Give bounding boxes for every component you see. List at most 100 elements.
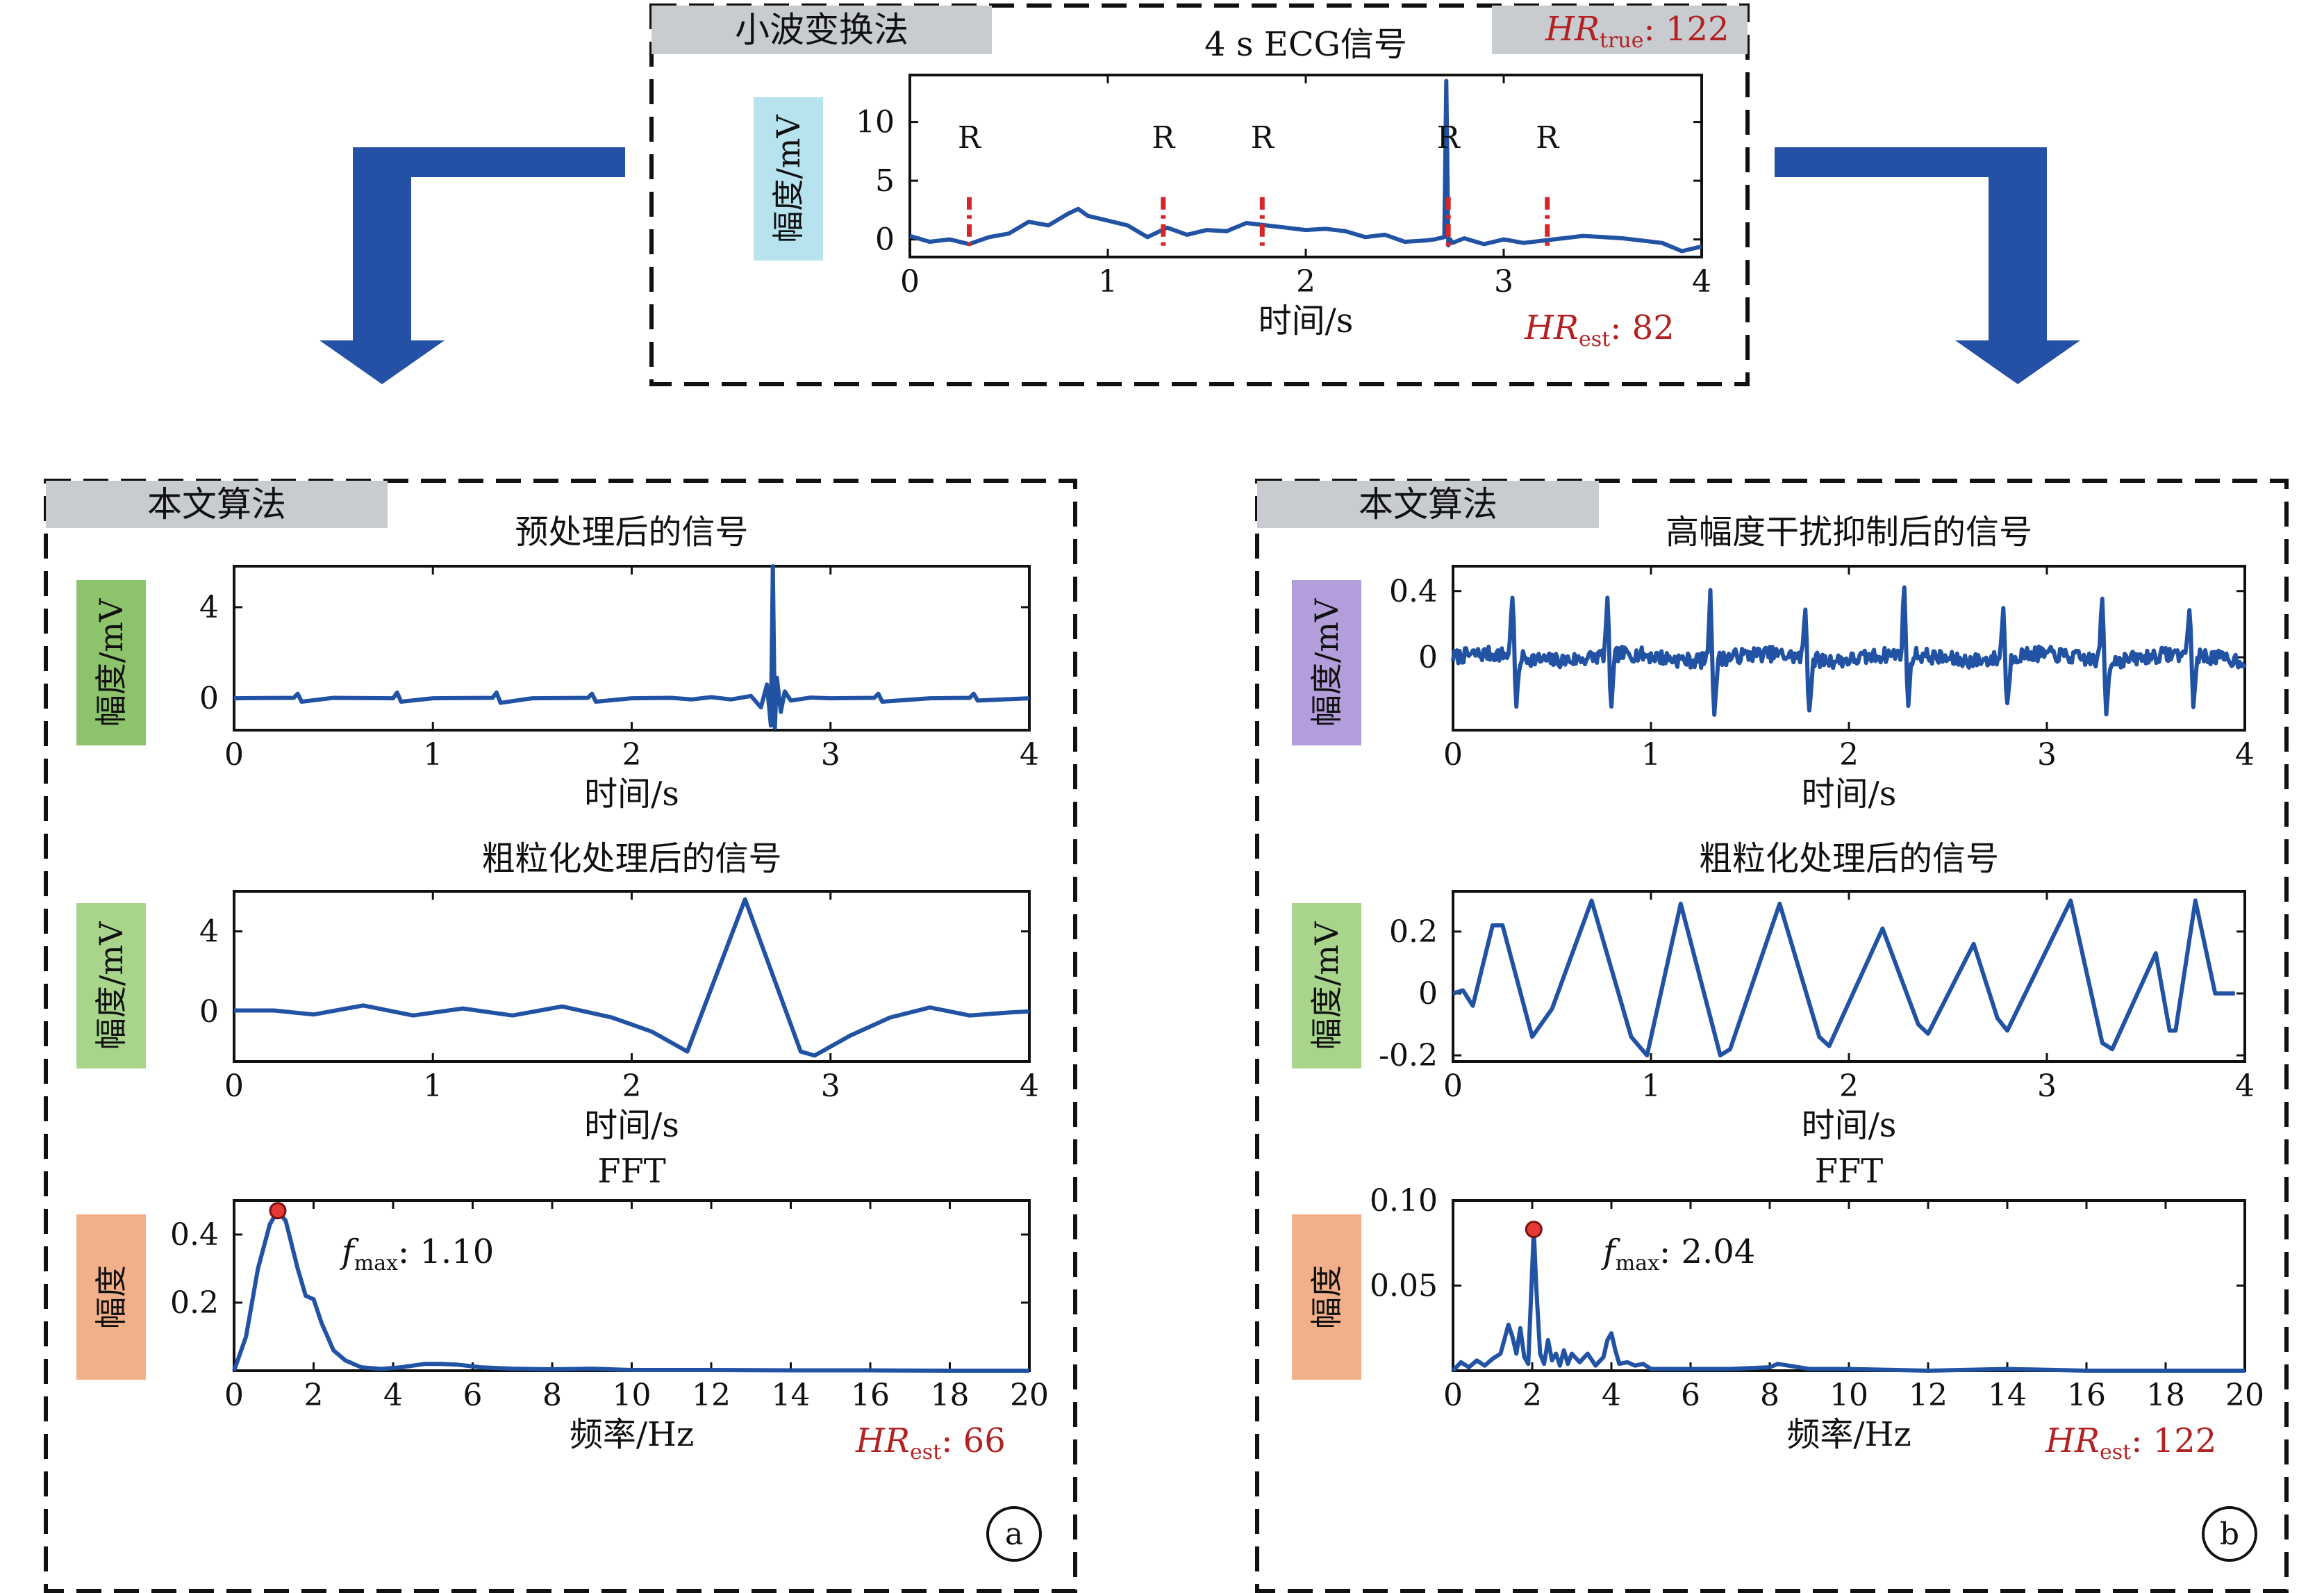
a-pre-title: 预处理后的信号 bbox=[515, 513, 748, 552]
a-coarse-ytick-label: 0 bbox=[199, 994, 219, 1030]
panel-a-frame bbox=[44, 479, 1077, 1593]
top-ecg-r-label: R bbox=[1437, 120, 1461, 156]
b-coarse-xtick-label: 1 bbox=[1641, 1068, 1661, 1104]
b-coarse-xtick-label: 3 bbox=[2037, 1068, 2057, 1104]
a-pre-xtick-label: 0 bbox=[224, 737, 244, 773]
a-fft-xtick-label: 6 bbox=[463, 1378, 483, 1413]
a-fft-ytick-label: 0.2 bbox=[170, 1285, 219, 1321]
panel-a-fmax-label: fmax: 1.10 bbox=[340, 1232, 494, 1276]
a-fft-xtick-label: 20 bbox=[1010, 1378, 1049, 1413]
panel-b-circle-label: b bbox=[2220, 1517, 2239, 1552]
a-pre-ylabel-box bbox=[76, 580, 146, 745]
panel-a-method-label: 本文算法 bbox=[147, 484, 286, 525]
top-ecg-ytick-label: 0 bbox=[875, 222, 895, 258]
b-coarse-xtick-label: 4 bbox=[2235, 1068, 2255, 1104]
top-hr-est-value: : 82 bbox=[1610, 308, 1675, 347]
top-hr-true-label: HRtrue: 122 bbox=[1545, 10, 1729, 53]
a-fft-xtick-label: 14 bbox=[772, 1378, 811, 1413]
b-coarse-series-line bbox=[1452, 898, 2235, 1058]
top-ecg-xtick-label: 2 bbox=[1296, 264, 1315, 299]
b-coarse-ytick-label: 0.2 bbox=[1389, 914, 1438, 950]
b-fft-xlabel: 频率/Hz bbox=[1786, 1415, 1911, 1454]
a-fft-xtick-label: 12 bbox=[692, 1378, 731, 1413]
b-coarse-ylabel: 幅度/mV bbox=[1308, 921, 1345, 1050]
b-coarse-ytick-label: 0 bbox=[1418, 976, 1438, 1012]
panel-a-method-header bbox=[46, 481, 388, 528]
a-fft-xtick-label: 2 bbox=[304, 1378, 324, 1413]
a-fft-xtick-label: 0 bbox=[224, 1378, 244, 1413]
a-coarse-ytick-label: 4 bbox=[199, 914, 219, 950]
b-suppr-xtick-label: 3 bbox=[2037, 737, 2057, 773]
a-coarse-xtick-label: 2 bbox=[622, 1068, 642, 1104]
a-fft-xtick-label: 4 bbox=[383, 1378, 403, 1413]
b-fft-xtick-label: 6 bbox=[1681, 1378, 1700, 1413]
top-ecg-r-label: R bbox=[958, 120, 982, 156]
b-fft-title: FFT bbox=[1815, 1152, 1884, 1191]
panel-a-hr-est-sub: est bbox=[910, 1440, 941, 1464]
b-suppr-title: 高幅度干扰抑制后的信号 bbox=[1666, 513, 2032, 552]
b-suppr-ytick-label: 0 bbox=[1418, 640, 1438, 675]
top-ecg-xtick-label: 3 bbox=[1494, 264, 1513, 299]
a-fft-xlabel: 频率/Hz bbox=[570, 1415, 694, 1454]
top-ecg-ytick-label: 10 bbox=[856, 105, 895, 140]
b-fft-ytick-label: 0.10 bbox=[1370, 1183, 1438, 1219]
top-ecg-r-label: R bbox=[1536, 120, 1560, 156]
panel-b-hr-est-prefix: HR bbox=[2045, 1421, 2100, 1460]
top-ecg-r-label: R bbox=[1152, 120, 1176, 156]
top-hr-true-sub: true bbox=[1600, 28, 1643, 53]
top-hr-true-value: : 122 bbox=[1643, 10, 1729, 49]
b-fft-axes-frame bbox=[1452, 1199, 2246, 1372]
panel-b-fmax-sub: max bbox=[1616, 1251, 1659, 1276]
b-fft-series-line bbox=[1451, 1227, 2245, 1373]
top-ecg-r-label: R bbox=[1251, 120, 1275, 156]
b-suppr-xtick-label: 0 bbox=[1443, 737, 1463, 773]
b-fft-xtick-label: 10 bbox=[1829, 1378, 1868, 1413]
a-pre-xtick-label: 2 bbox=[622, 737, 642, 773]
top-ecg-xtick-label: 4 bbox=[1692, 264, 1711, 299]
a-coarse-xtick-label: 4 bbox=[1020, 1068, 1039, 1104]
a-coarse-ylabel-box bbox=[76, 903, 146, 1068]
a-fft-title: FFT bbox=[597, 1152, 666, 1191]
a-coarse-series-line bbox=[234, 897, 1030, 1058]
b-suppr-xtick-label: 2 bbox=[1839, 737, 1859, 773]
b-suppr-ylabel-box bbox=[1292, 580, 1361, 745]
b-suppr-series-line bbox=[1451, 585, 2247, 717]
b-fft-ylabel: 幅度 bbox=[1308, 1265, 1345, 1329]
panel-a-fmax-sub: max bbox=[354, 1251, 398, 1276]
top-ecg-xtick-label: 1 bbox=[1098, 264, 1118, 299]
a-fft-xtick-label: 16 bbox=[851, 1378, 890, 1413]
panel-a-hr-est-value: : 66 bbox=[941, 1421, 1006, 1460]
top-ecg-xtick-label: 0 bbox=[900, 264, 920, 299]
a-coarse-xtick-label: 3 bbox=[821, 1068, 840, 1104]
panel-a-circle-marker bbox=[986, 1506, 1042, 1562]
a-fft-axes-frame bbox=[233, 1199, 1031, 1372]
a-pre-series-line bbox=[233, 564, 1030, 730]
a-pre-xtick-label: 3 bbox=[821, 737, 840, 773]
panel-b-fmax-label: fmax: 2.04 bbox=[1601, 1232, 1755, 1276]
b-suppr-xtick-label: 4 bbox=[2235, 737, 2255, 773]
b-fft-ytick-label: 0.05 bbox=[1370, 1269, 1438, 1304]
top-hr-est-sub: est bbox=[1579, 327, 1610, 352]
b-fft-xtick-label: 18 bbox=[2146, 1378, 2185, 1413]
panel-b-hr-est-label: HRest: 122 bbox=[2045, 1421, 2216, 1464]
b-coarse-xtick-label: 0 bbox=[1443, 1068, 1463, 1104]
a-coarse-xtick-label: 0 bbox=[224, 1068, 244, 1104]
a-fft-ytick-label: 0.4 bbox=[170, 1217, 219, 1253]
panel-b-fmax-value: : 2.04 bbox=[1659, 1232, 1755, 1271]
top-ecg-title: 4 s ECG信号 bbox=[1204, 25, 1407, 64]
top-method-label: 小波变换法 bbox=[735, 10, 908, 50]
a-pre-xlabel: 时间/s bbox=[584, 775, 679, 814]
top-ecg-ytick-label: 5 bbox=[875, 163, 895, 199]
right-flow-arrow bbox=[1775, 147, 2080, 384]
panel-b-hr-est-value: : 122 bbox=[2131, 1421, 2216, 1460]
a-pre-xtick-label: 4 bbox=[1020, 737, 1039, 773]
b-coarse-ytick-label: -0.2 bbox=[1379, 1038, 1438, 1073]
top-method-header bbox=[651, 6, 992, 54]
a-pre-axes-frame bbox=[233, 565, 1031, 732]
b-coarse-ylabel-box bbox=[1292, 903, 1361, 1068]
b-fft-xtick-label: 2 bbox=[1522, 1378, 1542, 1413]
a-fft-ylabel-box bbox=[76, 1214, 146, 1380]
b-coarse-xtick-label: 2 bbox=[1839, 1068, 1859, 1104]
top-ecg-xlabel: 时间/s bbox=[1259, 302, 1354, 340]
